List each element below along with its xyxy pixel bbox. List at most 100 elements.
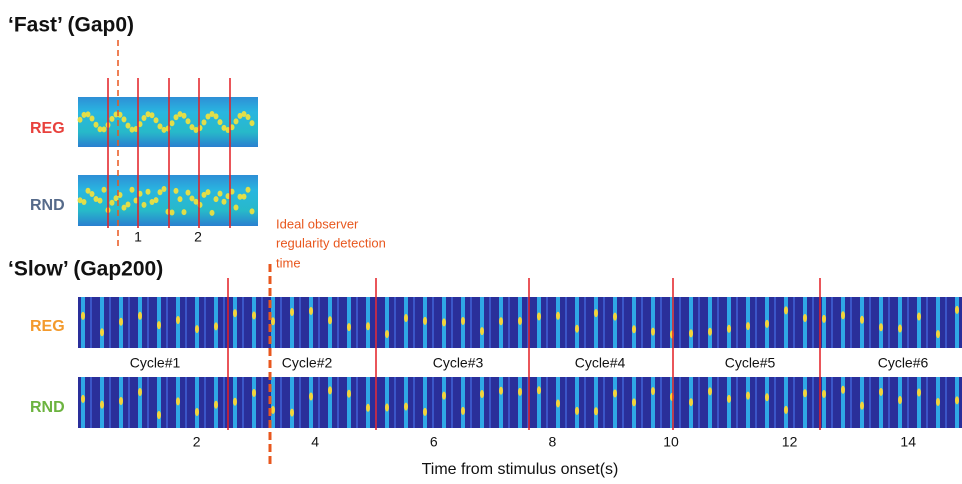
spectro-dot (556, 399, 560, 407)
spectro-dot (214, 401, 218, 409)
spectro-dot (102, 187, 107, 193)
spectro-dot (195, 325, 199, 333)
spectro-dot (860, 316, 864, 324)
spectro-dot (727, 395, 731, 403)
spectro-dot (632, 325, 636, 333)
spectro-dot (423, 317, 427, 325)
spectro-dot (252, 389, 256, 397)
spectro-dot (271, 317, 275, 325)
spectro-dot (347, 323, 351, 331)
spectro-dot (146, 189, 151, 195)
spectro-dot (142, 202, 147, 208)
spectro-dot (157, 321, 161, 329)
spectro-dot (138, 312, 142, 320)
cycle-label: Cycle#3 (433, 355, 484, 371)
spectro-dot (186, 190, 191, 196)
spectro-dot (100, 328, 104, 336)
spectrogram (78, 97, 258, 147)
spectro-dot (222, 199, 227, 205)
row-label: RND (30, 197, 65, 214)
spectro-dot (81, 395, 85, 403)
spectro-dot (746, 322, 750, 330)
spectro-dot (594, 407, 598, 415)
spectro-dot (176, 316, 180, 324)
spectro-dot (537, 386, 541, 394)
spectro-dot (841, 311, 845, 319)
spectro-dot (110, 200, 115, 206)
spectro-dot (594, 309, 598, 317)
spectro-dot (138, 388, 142, 396)
spectro-dot (154, 197, 159, 203)
spectro-dot (366, 404, 370, 412)
spectro-dot (142, 115, 147, 121)
spectro-dot (271, 406, 275, 414)
spectro-dot (233, 398, 237, 406)
spectro-dot (518, 317, 522, 325)
spectro-dot (613, 313, 617, 321)
cycle-label: Cycle#5 (725, 355, 776, 371)
spectro-dot (234, 204, 239, 210)
spectro-dot (784, 406, 788, 414)
row-label: RND (30, 399, 65, 416)
tick-label: 2 (194, 229, 202, 245)
spectro-dot (158, 123, 163, 129)
cycle-label: Cycle#4 (575, 355, 626, 371)
spectrogram (78, 377, 962, 428)
spectro-dot (328, 316, 332, 324)
cycle-label: Cycle#6 (878, 355, 929, 371)
spectro-dot (442, 392, 446, 400)
spectro-dot (214, 113, 219, 119)
spectro-dot (182, 209, 187, 215)
annotation-line: regularity detection (276, 235, 386, 250)
spectro-dot (81, 312, 85, 320)
spectro-dot (119, 318, 123, 326)
spectro-dot (214, 196, 219, 202)
spectro-dot (404, 314, 408, 322)
spectro-dot (461, 407, 465, 415)
spectro-dot (182, 113, 187, 119)
spectro-dot (195, 408, 199, 416)
spectro-dot (290, 409, 294, 417)
spectro-dot (328, 386, 332, 394)
spectro-dot (727, 325, 731, 333)
spectro-dot (162, 186, 167, 192)
spectro-dot (119, 397, 123, 405)
spectro-dot (632, 398, 636, 406)
spectro-dot (765, 320, 769, 328)
spectro-dot (202, 119, 207, 125)
spectro-dot (575, 325, 579, 333)
figure: ‘Fast’ (Gap0) ‘Slow’ (Gap200) REG RND RE… (0, 0, 962, 484)
fast-title: ‘Fast’ (Gap0) (8, 14, 134, 37)
spectro-dot (214, 322, 218, 330)
spectro-dot (218, 191, 223, 197)
spectro-dot (651, 328, 655, 336)
spectro-dot (537, 312, 541, 320)
tick-label: 10 (663, 434, 679, 450)
tick-label: 6 (430, 434, 438, 450)
row-label: REG (30, 120, 65, 137)
spectro-dot (178, 196, 183, 202)
spectro-dot (126, 123, 131, 129)
spectro-dot (917, 389, 921, 397)
annotation: Ideal observer regularity detection time (276, 216, 386, 270)
spectro-dot (689, 329, 693, 337)
spectro-dot (110, 116, 115, 122)
tick-label: 1 (134, 229, 142, 245)
spectro-dot (90, 116, 95, 122)
slow-title: ‘Slow’ (Gap200) (8, 258, 163, 281)
spectro-dot (423, 408, 427, 416)
spectro-dot (765, 393, 769, 401)
spectro-dot (250, 120, 255, 126)
spectro-dot (347, 390, 351, 398)
spectro-dot (290, 308, 294, 316)
spectro-dot (822, 390, 826, 398)
spectro-dot (556, 312, 560, 320)
spectro-dot (90, 191, 95, 197)
spectro-dot (822, 315, 826, 323)
spectro-dot (186, 118, 191, 124)
spectro-dot (78, 117, 83, 123)
spectro-dot (746, 392, 750, 400)
spectro-dot (309, 392, 313, 400)
spectro-dot (613, 389, 617, 397)
spectro-dot (218, 119, 223, 125)
